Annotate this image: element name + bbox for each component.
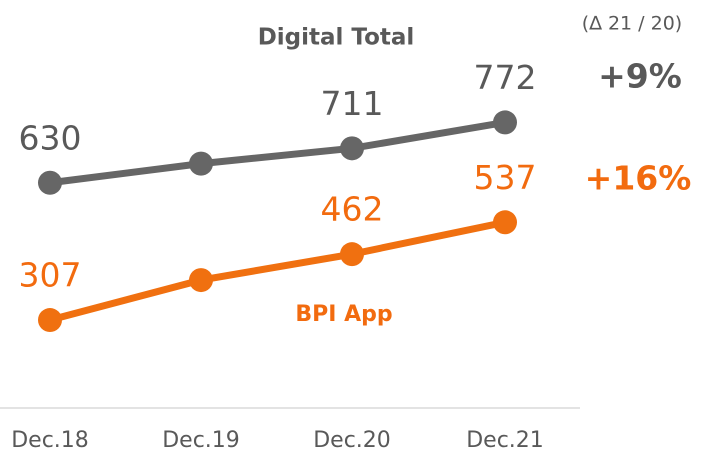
- point: [493, 110, 517, 135]
- series-name: BPI App: [295, 302, 392, 327]
- data-label: 630: [19, 118, 82, 157]
- point: [493, 210, 517, 235]
- change: +9%: [598, 57, 682, 96]
- x-tick-label: Dec.21: [466, 428, 544, 453]
- point: [340, 136, 364, 161]
- x-tick-label: Dec.19: [162, 428, 240, 453]
- data-label: 537: [474, 158, 537, 197]
- change: +16%: [585, 159, 692, 198]
- series-line: [49, 218, 506, 324]
- series-name: Digital Total: [258, 25, 415, 51]
- point: [189, 151, 213, 176]
- data-label: 307: [19, 256, 82, 295]
- point: [189, 268, 213, 293]
- x-tick-label: Dec.20: [313, 428, 391, 453]
- point: [38, 170, 62, 195]
- data-label: 462: [321, 190, 384, 229]
- series-line: [49, 118, 506, 187]
- x-tick-label: Dec.18: [11, 428, 89, 453]
- note: (∆ 21 / 20): [582, 13, 682, 35]
- data-label: 772: [474, 58, 537, 97]
- point: [340, 242, 364, 267]
- data-label: 711: [321, 84, 384, 123]
- point: [38, 308, 62, 333]
